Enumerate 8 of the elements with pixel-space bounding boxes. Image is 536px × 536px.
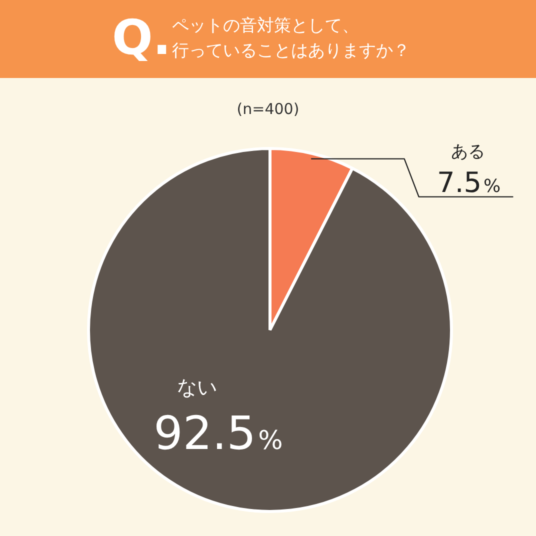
data-label: 7.5% xyxy=(437,166,501,199)
data-label: 92.5% xyxy=(154,406,283,460)
slice-label: ある xyxy=(450,142,485,162)
chart-title: ペットの音対策として、 xyxy=(172,15,359,38)
slice-label: ない xyxy=(177,375,218,400)
chart-subtitle: 行っていることはありますか？ xyxy=(172,40,410,63)
text: (n=400) xyxy=(236,100,300,118)
text: Q. xyxy=(112,9,172,68)
